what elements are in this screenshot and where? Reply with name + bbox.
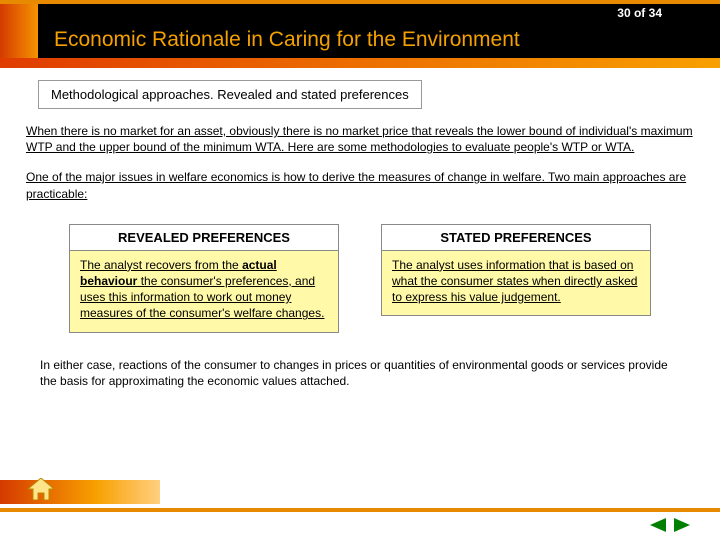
nav-next-icon[interactable]	[674, 518, 690, 532]
header-stripe-left	[0, 4, 38, 58]
column-body-revealed: The analyst recovers from the actual beh…	[69, 251, 339, 333]
column-header-stated: STATED PREFERENCES	[381, 224, 651, 251]
header-stripe-top	[0, 0, 720, 4]
footer-line	[0, 508, 720, 512]
col-left-pre: The analyst recovers from the	[80, 258, 242, 272]
header-bottom-bar	[0, 58, 720, 68]
slide-title: Economic Rationale in Caring for the Env…	[54, 28, 520, 52]
column-revealed: REVEALED PREFERENCES The analyst recover…	[69, 224, 339, 333]
columns-container: REVEALED PREFERENCES The analyst recover…	[20, 224, 700, 333]
page-counter: 30 of 34	[617, 6, 662, 20]
column-stated: STATED PREFERENCES The analyst uses info…	[381, 224, 651, 333]
closing-paragraph: In either case, reactions of the consume…	[20, 357, 700, 389]
paragraph-2: One of the major issues in welfare econo…	[20, 169, 700, 201]
home-icon[interactable]	[28, 478, 54, 500]
subtitle-box: Methodological approaches. Revealed and …	[38, 80, 422, 109]
nav-prev-icon[interactable]	[650, 518, 666, 532]
paragraph-1: When there is no market for an asset, ob…	[20, 123, 700, 155]
footer-stripe	[0, 480, 160, 504]
column-body-stated: The analyst uses information that is bas…	[381, 251, 651, 317]
column-header-revealed: REVEALED PREFERENCES	[69, 224, 339, 251]
slide-content: Methodological approaches. Revealed and …	[20, 80, 700, 389]
slide-header: 30 of 34 Economic Rationale in Caring fo…	[0, 0, 720, 58]
nav-arrows	[650, 518, 690, 532]
